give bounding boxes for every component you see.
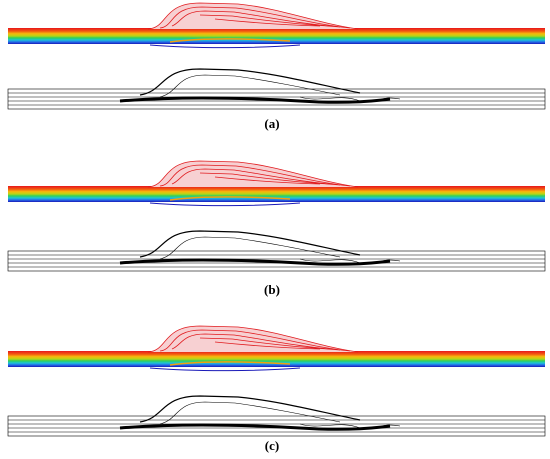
color-streamline-panel <box>7 325 546 372</box>
color-streamline-panel <box>7 160 546 207</box>
line-streamline-panel <box>6 394 547 438</box>
panel-label: (a) <box>264 116 279 131</box>
panel-label: (c) <box>265 438 279 453</box>
line-streamline-panel <box>6 229 547 273</box>
color-streamline-panel <box>7 2 546 49</box>
line-streamline-panel <box>6 67 547 111</box>
panel-label: (b) <box>264 282 280 297</box>
